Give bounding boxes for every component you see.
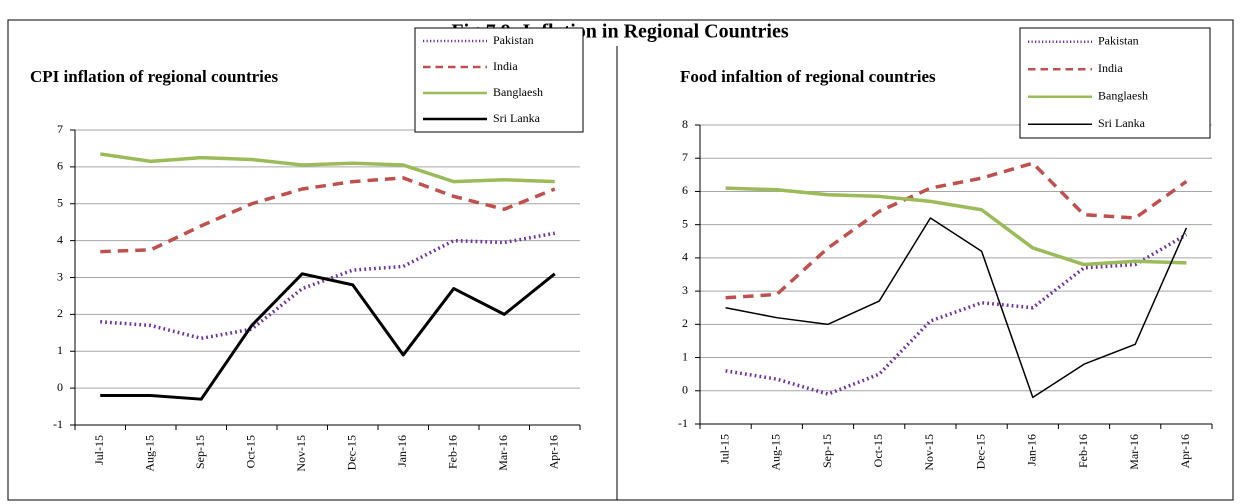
legend-label: Banglaesh	[1098, 89, 1148, 103]
chart-title: CPI inflation of regional countries	[30, 67, 278, 86]
series-line	[725, 186, 1187, 267]
y-tick-label: 4	[57, 232, 63, 246]
legend-label: Pakistan	[1098, 34, 1139, 48]
x-tick-label: Mar-16	[1127, 434, 1141, 470]
y-tick-label: 8	[682, 117, 688, 131]
x-tick-label: Aug-15	[769, 434, 783, 471]
x-tick-label: Jul-15	[92, 435, 106, 465]
legend-box	[414, 27, 584, 133]
legend-label: Pakistan	[493, 33, 534, 47]
legend-label: Sri Lanka	[493, 111, 541, 125]
y-tick-label: 3	[57, 269, 63, 283]
x-tick-label: Sep-15	[193, 435, 207, 469]
x-tick-label: Dec-15	[345, 435, 359, 470]
series-line	[100, 272, 556, 401]
y-tick-label: 1	[682, 349, 688, 363]
series-line	[725, 233, 1188, 396]
x-tick-label: Nov-15	[294, 435, 308, 472]
y-tick-label: 0	[682, 383, 688, 397]
x-tick-label: Nov-15	[922, 434, 936, 471]
x-tick-label: Mar-16	[496, 435, 510, 471]
x-tick-label: Feb-16	[1076, 434, 1090, 468]
series-line	[725, 161, 1188, 300]
y-tick-label: 4	[682, 250, 688, 264]
y-tick-label: 7	[57, 122, 63, 136]
series-line	[100, 231, 556, 341]
x-tick-label: Jan-16	[1025, 434, 1039, 466]
x-tick-label: Oct-15	[871, 434, 885, 467]
y-tick-label: 1	[57, 343, 63, 357]
x-tick-label: Aug-15	[143, 435, 157, 472]
chart-title: Food infaltion of regional countries	[680, 67, 936, 86]
y-tick-label: 6	[682, 183, 688, 197]
legend-label: India	[1098, 61, 1123, 75]
y-tick-label: -1	[678, 416, 688, 430]
series-line	[99, 152, 555, 184]
x-tick-label: Sep-15	[820, 434, 834, 468]
x-tick-label: Jul-15	[717, 434, 731, 464]
y-tick-label: 5	[57, 196, 63, 210]
x-tick-label: Feb-16	[446, 435, 460, 469]
figure-border	[7, 19, 1234, 501]
y-tick-label: 5	[682, 216, 688, 230]
series-line	[100, 176, 556, 254]
x-tick-label: Apr-16	[1178, 434, 1192, 468]
legend-box	[1019, 27, 1211, 139]
y-tick-label: 2	[57, 306, 63, 320]
legend-label: Sri Lanka	[1098, 116, 1146, 130]
legend-label: Banglaesh	[493, 85, 543, 99]
series-line	[725, 217, 1188, 399]
y-tick-label: 0	[57, 380, 63, 394]
x-tick-label: Oct-15	[244, 435, 258, 468]
y-tick-label: 2	[682, 316, 688, 330]
y-tick-label: -1	[53, 417, 63, 431]
x-tick-label: Apr-16	[547, 435, 561, 469]
y-tick-label: 7	[682, 150, 688, 164]
y-tick-label: 6	[57, 159, 63, 173]
legend-label: India	[493, 59, 518, 73]
x-tick-label: Dec-15	[973, 434, 987, 469]
x-tick-label: Jan-16	[395, 435, 409, 467]
y-tick-label: 3	[682, 283, 688, 297]
